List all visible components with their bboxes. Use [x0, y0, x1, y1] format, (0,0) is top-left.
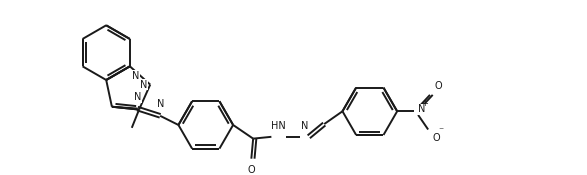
Text: N: N: [140, 80, 147, 90]
Text: +: +: [421, 100, 428, 108]
Text: N: N: [134, 92, 141, 102]
Text: N: N: [301, 121, 308, 131]
Text: O: O: [248, 165, 255, 175]
Text: N: N: [157, 99, 164, 110]
Text: N: N: [131, 71, 139, 81]
Text: ⁻: ⁻: [438, 126, 443, 136]
Text: N: N: [418, 104, 426, 114]
Text: O: O: [434, 81, 442, 91]
Text: O: O: [433, 133, 440, 143]
Text: HN: HN: [271, 121, 286, 131]
